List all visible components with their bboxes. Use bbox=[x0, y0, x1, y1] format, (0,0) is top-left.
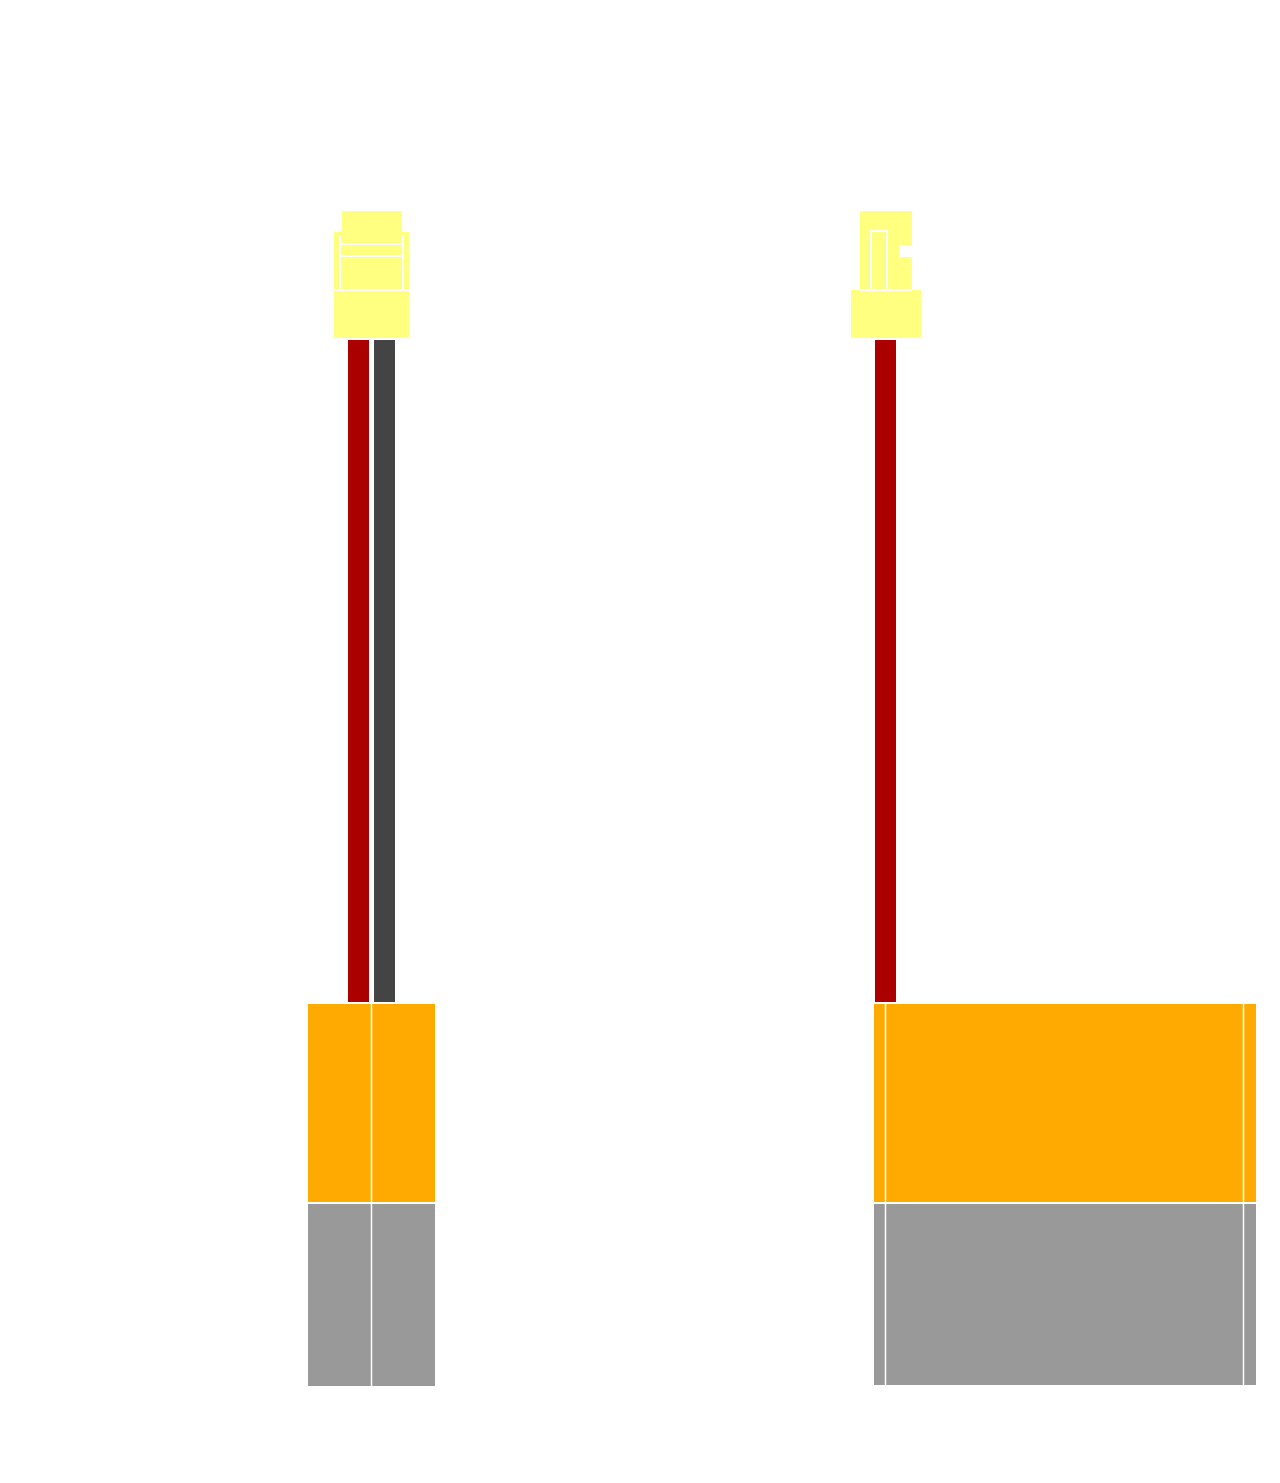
battery-body-side bbox=[874, 1204, 1256, 1385]
red-wire bbox=[875, 340, 896, 1002]
side-view bbox=[851, 211, 1256, 1385]
battery-wrap-side bbox=[874, 1004, 1256, 1202]
side-connector-outline bbox=[860, 230, 913, 291]
front-view bbox=[308, 211, 435, 1386]
red-wire bbox=[348, 340, 369, 1002]
front-connector-housing bbox=[334, 211, 409, 338]
black-wire bbox=[374, 340, 395, 1002]
front-connector-outline bbox=[334, 235, 409, 291]
